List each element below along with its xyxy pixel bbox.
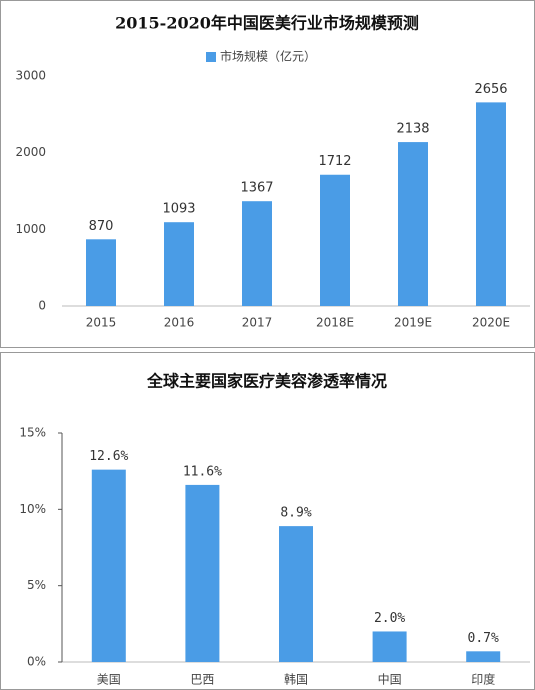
y-tick-label: 3000 — [15, 69, 46, 83]
data-label: 870 — [89, 219, 114, 234]
bar — [398, 142, 428, 306]
bar — [164, 222, 194, 306]
bar — [242, 201, 272, 306]
bar — [279, 526, 313, 662]
y-tick-label: 5% — [27, 578, 46, 592]
y-tick-label: 10% — [19, 502, 46, 516]
chart-title: 全球主要国家医疗美容渗透率情况 — [146, 372, 387, 391]
data-label: 2138 — [396, 122, 429, 137]
x-tick-label: 2020E — [472, 316, 510, 330]
legend-swatch — [206, 52, 216, 62]
bar — [320, 174, 350, 306]
y-tick-label: 1000 — [15, 222, 46, 236]
bar — [372, 631, 407, 662]
x-tick-label: 中国 — [378, 672, 402, 687]
data-label: 2.0% — [374, 611, 405, 626]
bar — [185, 484, 220, 662]
data-label: 8.9% — [280, 506, 311, 521]
data-label: 1712 — [318, 154, 351, 169]
x-tick-label: 美国 — [97, 673, 121, 687]
x-tick-label: 2017 — [242, 316, 273, 330]
x-tick-label: 印度 — [471, 672, 495, 687]
y-tick-label: 0 — [38, 299, 46, 313]
bar — [86, 239, 116, 306]
legend-label: 市场规模（亿元） — [220, 49, 316, 64]
panel — [0, 352, 535, 690]
x-tick-label: 2018E — [316, 316, 354, 330]
y-tick-label: 15% — [19, 426, 46, 440]
data-label: 1093 — [162, 202, 195, 217]
x-tick-label: 2016 — [164, 316, 195, 330]
x-tick-label: 韩国 — [284, 672, 308, 687]
y-tick-label: 2000 — [15, 145, 46, 159]
chart-title: 2015-2020年中国医美行业市场规模预测 — [115, 14, 419, 33]
data-label: 1367 — [240, 181, 273, 196]
bar — [91, 469, 126, 662]
y-tick-label: 0% — [27, 655, 46, 669]
data-label: 0.7% — [468, 631, 499, 646]
data-label: 11.6% — [183, 464, 222, 479]
bar — [466, 651, 501, 662]
data-label: 12.6% — [89, 449, 128, 464]
bar — [476, 102, 506, 306]
x-tick-label: 2015 — [86, 316, 117, 330]
x-tick-label: 2019E — [394, 316, 432, 330]
x-tick-label: 巴西 — [190, 673, 214, 687]
data-label: 2656 — [474, 82, 507, 97]
